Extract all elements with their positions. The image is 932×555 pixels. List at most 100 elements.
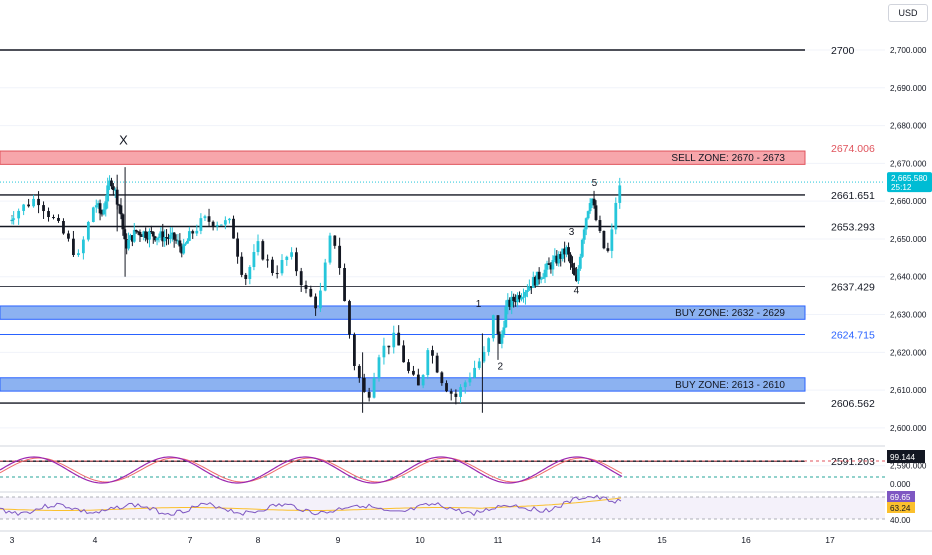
candle-body [111,186,115,190]
candle-body [606,248,610,251]
time-tick-label: 11 [494,535,503,545]
candle-body [134,229,138,232]
candle-body [285,256,289,261]
level-label: 2674.006 [831,143,875,155]
candle-body [516,295,519,303]
time-tick-label: 14 [591,535,601,545]
candle-body [159,231,163,237]
candle-body [151,231,155,237]
candle-body [573,267,576,276]
currency-selector[interactable]: USD [888,4,928,22]
candle-body [397,332,401,346]
candle-body [240,256,244,275]
wave-label: 2 [498,361,504,372]
candle-body [119,205,123,215]
buy-zone-band [0,305,806,320]
price-tick-label: 2,650.000 [890,235,927,244]
candle-body [571,263,574,268]
candle-body [508,299,512,307]
candle-body [138,231,142,236]
zone-label: BUY ZONE: 2632 - 2629 [675,308,785,319]
candle-body [431,350,434,356]
candle-body [290,252,293,257]
level-label: 2653.293 [831,222,875,234]
candle-body [426,350,430,376]
candle-body [333,235,337,246]
wave-label: 3 [569,227,575,238]
candle-body [559,254,563,259]
candle-body [440,372,444,384]
candle-body [252,252,256,268]
candle-body [27,204,30,207]
candle-body [557,254,561,264]
candle-body [248,267,252,279]
candle-body [146,238,149,240]
candle-body [81,239,85,254]
candle-body [170,232,174,235]
candle-body [520,297,523,300]
time-tick-label: 9 [336,535,341,545]
candle-body [96,203,100,206]
candle-body [547,263,551,265]
candle-body [232,218,235,239]
candle-body [555,255,559,264]
candle-body [153,236,157,241]
candle-body [590,198,594,204]
candle-body [172,232,176,240]
wave-label: X [119,132,128,147]
candle-body [445,383,448,392]
candle-body [136,231,140,233]
candle-body [62,220,65,234]
candle-body [113,189,117,191]
candle-body [104,201,108,210]
candle-body [353,334,356,366]
price-axis[interactable]: 2,700.000 2,690.000 2,680.000 2,670.000 2,66… [885,0,932,550]
candle-body [77,253,80,255]
candle-body [588,203,592,212]
time-axis[interactable]: 3 4 7 8 9 10 11 14 15 16 17 [0,530,932,545]
candle-body [180,246,184,254]
candle-body [199,218,203,231]
candle-body [157,236,161,238]
candle-body [449,391,453,394]
price-tick-label: 2,700.000 [890,46,927,55]
candle-body [176,240,180,242]
time-tick-label: 4 [93,535,98,545]
candle-body [343,268,346,302]
candle-body [195,230,199,234]
candle-body [275,273,279,275]
candle-body [211,221,215,227]
candle-body [203,216,207,219]
current-price-badge[interactable] [887,172,932,193]
candle-body [178,240,182,247]
candle-body [535,271,539,286]
candle-body [236,238,239,257]
candle-body [155,237,159,241]
candle-body [392,332,396,348]
rsi-level-label: 40.00 [890,516,911,525]
candle-body [223,220,227,225]
candle-body [539,278,543,280]
candle-body [592,198,596,206]
candle-body [402,345,405,363]
candle-body [584,218,588,230]
candle-body [219,224,223,226]
zone-label: SELL ZONE: 2670 - 2673 [671,153,785,164]
candle-body [522,296,525,298]
candle-body [295,252,298,272]
candle-body [10,219,14,221]
time-tick-label: 8 [256,535,261,545]
candle-body [524,291,527,297]
price-tick-label: 2,620.000 [890,348,927,357]
candle-body [527,286,531,291]
stoch-zero-label: 0.000 [890,480,911,489]
price-tick-label: 2,670.000 [890,159,927,168]
candle-body [271,259,274,274]
candle-body [500,334,504,344]
candle-body [42,205,45,212]
candle-body [582,229,586,240]
price-tick-label: 2,690.000 [890,84,927,93]
candle-body [407,362,410,371]
labels-layer: X 1 2 3 4 5 [119,132,597,372]
